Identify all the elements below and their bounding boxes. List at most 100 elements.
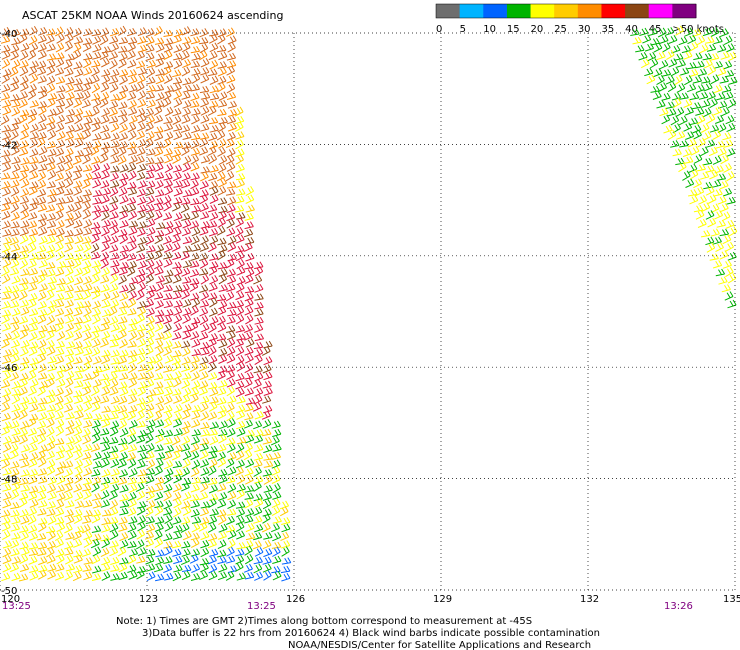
wind-barb — [190, 172, 200, 181]
wind-barb — [656, 100, 666, 109]
wind-barb — [190, 532, 200, 541]
wind-barb — [182, 260, 193, 268]
wind-barb — [2, 499, 12, 509]
wind-barb — [225, 291, 235, 302]
wind-barb — [119, 372, 129, 381]
wind-barb — [37, 508, 47, 516]
wind-barb — [263, 570, 272, 581]
wind-barb — [65, 108, 76, 117]
wind-barb — [153, 354, 163, 365]
wind-barb — [181, 443, 191, 452]
wind-barb — [200, 402, 209, 413]
wind-barb — [163, 179, 173, 189]
wind-barb — [29, 42, 39, 53]
wind-barb — [190, 362, 199, 373]
wind-barb — [144, 531, 155, 540]
wind-barb — [235, 521, 245, 533]
wind-barb — [235, 217, 244, 228]
wind-barb — [1, 509, 11, 518]
wind-barb — [153, 291, 164, 300]
wind-barb — [101, 349, 111, 357]
wind-barb — [172, 548, 182, 557]
wind-barb — [9, 66, 19, 78]
wind-barb — [64, 476, 74, 486]
wind-barb — [693, 178, 702, 189]
wind-barb — [109, 386, 119, 396]
wind-barb — [162, 235, 172, 245]
wind-barb — [254, 333, 265, 342]
longitude-labels: 120 123 126 129 132 135 — [1, 594, 740, 605]
wind-barb — [91, 92, 101, 101]
wind-barb — [110, 458, 120, 469]
wind-barb — [218, 379, 228, 388]
wind-barb — [263, 371, 273, 381]
wind-barb — [10, 509, 20, 518]
wind-barb — [10, 94, 20, 102]
wind-barb — [208, 51, 218, 61]
wind-barb — [200, 74, 210, 84]
wind-barb — [226, 385, 235, 397]
wind-barb — [705, 165, 715, 173]
wind-barb — [128, 419, 138, 429]
wind-barb — [2, 258, 12, 268]
wind-barb — [164, 380, 174, 389]
wind-barb — [46, 43, 56, 52]
wind-barb — [182, 107, 191, 117]
wind-barb — [225, 154, 235, 165]
wind-barb — [181, 420, 191, 430]
wind-barb — [658, 82, 668, 92]
wind-barb — [110, 93, 120, 101]
wind-barb — [38, 517, 48, 525]
wind-barb — [163, 201, 172, 212]
wind-barb — [56, 475, 66, 485]
wind-barb — [190, 387, 200, 397]
wind-barb — [164, 269, 174, 278]
wind-barb — [136, 354, 146, 365]
wind-barb — [687, 34, 697, 45]
wind-barb — [92, 356, 102, 365]
wind-barb — [243, 228, 254, 238]
wind-barb — [678, 115, 688, 126]
wind-barb — [128, 434, 137, 445]
wind-barb — [64, 195, 74, 204]
wind-barb — [110, 395, 120, 405]
wind-barb — [101, 132, 111, 141]
wind-barb — [218, 268, 228, 277]
wind-barb — [244, 292, 254, 302]
wind-barb — [118, 562, 128, 573]
wind-barb — [245, 314, 254, 325]
wind-barb — [110, 68, 120, 78]
wind-barb — [218, 492, 228, 501]
wind-barb — [11, 37, 21, 46]
wind-barb — [20, 164, 30, 173]
wind-barb — [109, 195, 119, 205]
wind-barb — [83, 489, 92, 500]
wind-barb — [191, 516, 202, 524]
wind-barb — [56, 284, 66, 293]
wind-barb — [38, 89, 48, 100]
wind-barb — [37, 213, 48, 222]
wind-barb — [119, 443, 129, 453]
wind-barb — [163, 483, 173, 493]
wind-barb — [649, 58, 659, 69]
wind-barb — [154, 505, 164, 516]
wind-barb — [683, 122, 693, 132]
wind-barb — [722, 85, 732, 93]
wind-barb — [46, 305, 56, 316]
wind-barb — [10, 322, 20, 334]
wind-barb — [227, 275, 237, 285]
wind-barb — [235, 355, 245, 366]
wind-barb — [83, 347, 93, 356]
wind-barb — [706, 242, 716, 253]
wind-barb — [173, 468, 183, 477]
wind-barb — [2, 491, 12, 501]
wind-barb — [109, 490, 118, 501]
wind-barb — [38, 146, 48, 156]
wind-barb — [199, 137, 209, 148]
wind-barb — [644, 67, 654, 77]
wind-barb — [145, 410, 154, 421]
wind-barb — [91, 122, 101, 132]
wind-barb — [100, 316, 111, 326]
wind-barb — [262, 492, 272, 501]
wind-barb — [11, 163, 21, 173]
